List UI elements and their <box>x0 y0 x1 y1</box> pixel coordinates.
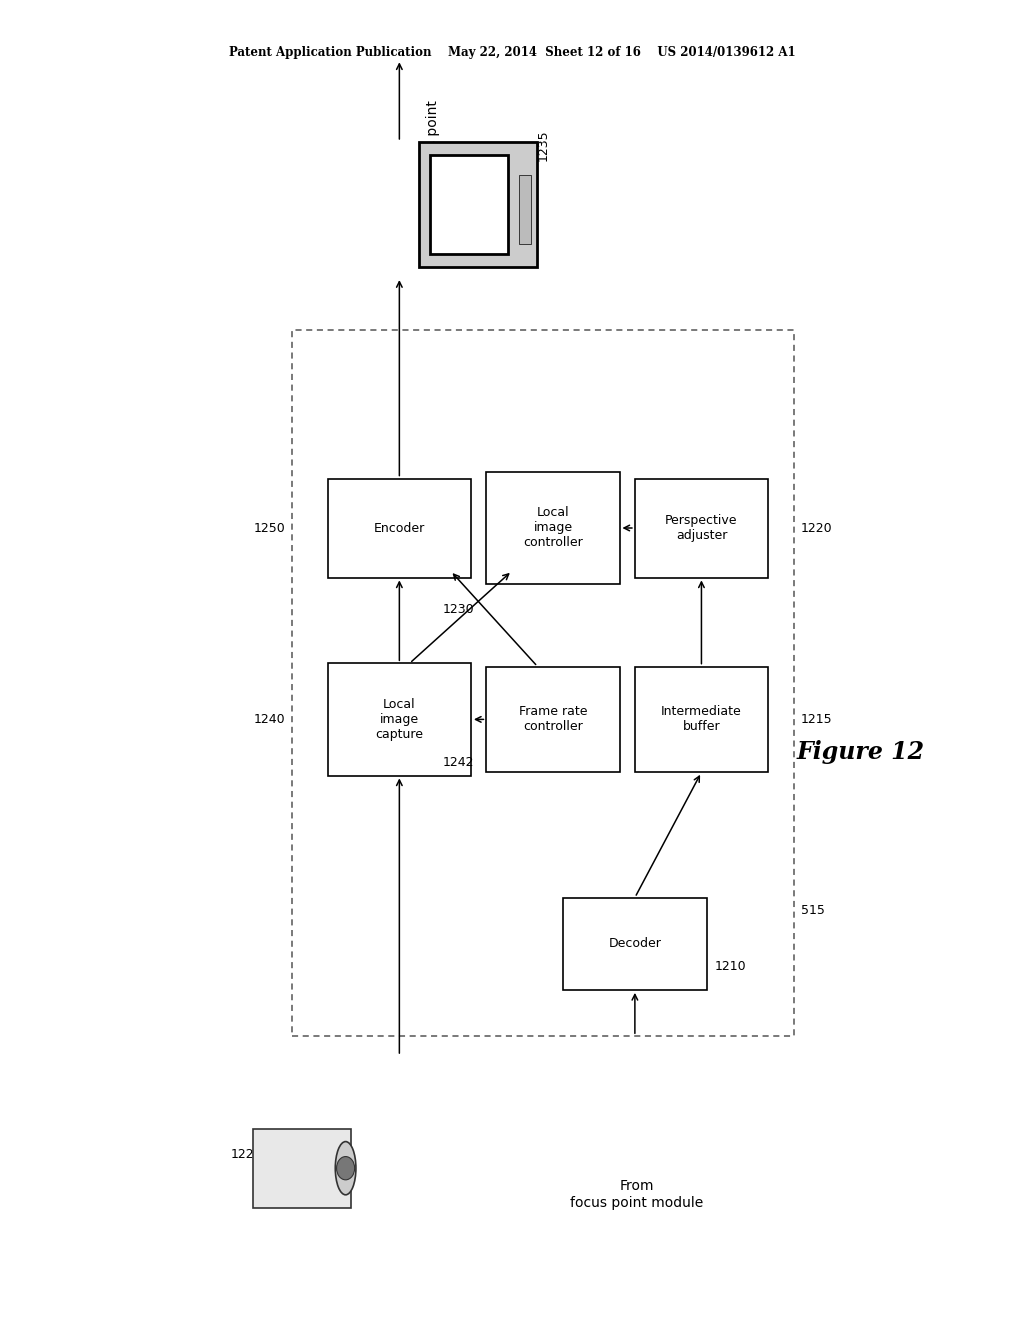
Bar <box>254 1129 350 1208</box>
Bar <box>328 663 471 776</box>
Bar <box>635 667 768 772</box>
Text: 1235: 1235 <box>537 129 549 161</box>
Bar <box>563 898 707 990</box>
Text: 1230: 1230 <box>442 603 474 616</box>
Text: Patent Application Publication    May 22, 2014  Sheet 12 of 16    US 2014/013961: Patent Application Publication May 22, 2… <box>228 46 796 59</box>
Text: 1215: 1215 <box>801 713 833 726</box>
Text: Figure 12: Figure 12 <box>796 741 925 764</box>
Text: 1220: 1220 <box>801 521 833 535</box>
Text: 1210: 1210 <box>715 960 746 973</box>
Text: From
focus point module: From focus point module <box>570 1180 703 1209</box>
Text: 1242: 1242 <box>442 756 474 770</box>
Bar <box>635 479 768 578</box>
Text: 1240: 1240 <box>254 713 286 726</box>
Ellipse shape <box>335 1142 356 1195</box>
Text: Local
image
capture: Local image capture <box>376 698 423 741</box>
Text: Encoder: Encoder <box>374 521 425 535</box>
Bar <box>486 473 620 583</box>
Text: To focus point: To focus point <box>426 100 440 197</box>
Bar <box>328 479 471 578</box>
Bar <box>486 667 620 772</box>
Text: Perspective
adjuster: Perspective adjuster <box>666 513 737 543</box>
Circle shape <box>337 1156 354 1180</box>
Bar <box>519 174 531 243</box>
Bar <box>292 330 794 1036</box>
Text: Decoder: Decoder <box>608 937 662 950</box>
Bar <box>420 143 538 267</box>
Text: Frame rate
controller: Frame rate controller <box>519 705 587 734</box>
Text: 515: 515 <box>801 904 824 917</box>
Text: 1250: 1250 <box>254 521 286 535</box>
Text: Local
image
controller: Local image controller <box>523 507 583 549</box>
Text: Intermediate
buffer: Intermediate buffer <box>662 705 741 734</box>
Text: 1225: 1225 <box>230 1148 262 1162</box>
Bar <box>430 154 509 253</box>
